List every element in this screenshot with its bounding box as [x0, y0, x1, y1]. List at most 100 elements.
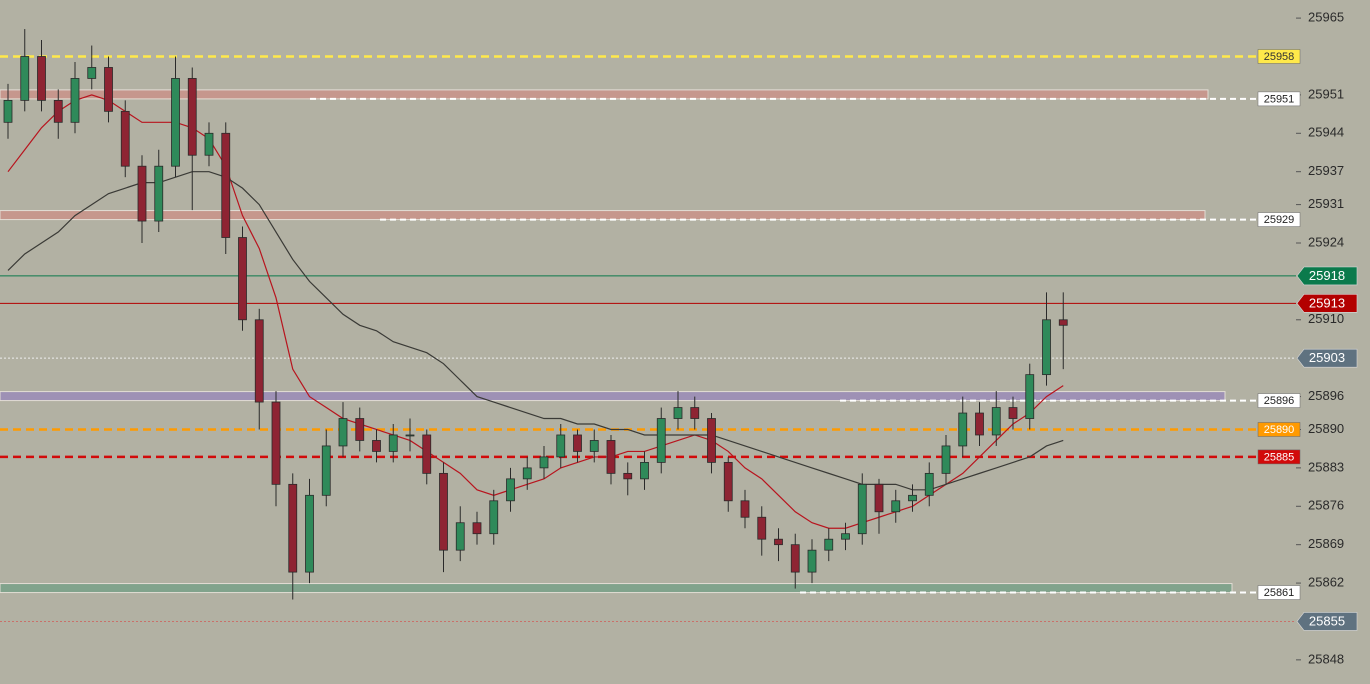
candle — [975, 402, 984, 446]
moving-average — [7, 94, 1064, 529]
candle-body — [790, 544, 800, 573]
candle-body — [405, 434, 415, 437]
candle — [137, 155, 147, 243]
candle-body — [455, 522, 465, 551]
zone-band — [0, 89, 1209, 100]
y-tick-label: 25937 — [1308, 163, 1344, 178]
candle-body — [321, 445, 331, 496]
price-arrow-tag — [1296, 348, 1358, 368]
y-tick-label: 25862 — [1308, 575, 1344, 590]
candle-body — [355, 418, 365, 441]
candle-body — [254, 319, 264, 403]
candle-body — [757, 516, 767, 540]
candle — [355, 407, 365, 452]
candle — [874, 478, 884, 534]
candle-body — [204, 132, 214, 156]
candle-body — [489, 500, 499, 535]
y-tick-label: 25931 — [1308, 196, 1344, 211]
candle — [1025, 363, 1035, 430]
candle — [171, 56, 180, 178]
candle-body — [908, 494, 917, 502]
candle-body — [941, 445, 951, 474]
zone-band — [0, 583, 1233, 594]
candle — [388, 424, 398, 463]
candle-body — [924, 472, 934, 496]
candle-body — [506, 478, 515, 502]
price-tag-label: 25951 — [1264, 93, 1295, 105]
price-tag — [1257, 212, 1301, 227]
candle-body — [589, 440, 599, 452]
candle-body — [522, 467, 532, 480]
price-tag — [1257, 449, 1301, 465]
candle — [221, 122, 231, 254]
candle — [321, 429, 331, 507]
candle — [439, 462, 448, 573]
candle-body — [991, 407, 1001, 436]
price-tag — [1257, 422, 1301, 437]
price-arrow-label: 25913 — [1309, 295, 1345, 310]
zone-band — [0, 391, 1226, 402]
candle — [506, 467, 515, 512]
price-arrow-tag — [1296, 266, 1358, 286]
candle-body — [439, 472, 448, 551]
y-tick-label: 25883 — [1308, 459, 1344, 474]
candle-body — [857, 483, 867, 535]
price-arrow-label: 25903 — [1309, 350, 1345, 365]
candle-body — [891, 500, 901, 513]
candle-body — [958, 412, 968, 447]
candle-body — [573, 434, 582, 452]
candle — [472, 511, 482, 545]
y-tick-label: 25876 — [1308, 498, 1344, 513]
candle-body — [841, 533, 850, 540]
candle — [589, 429, 599, 463]
candle-body — [422, 434, 432, 474]
candle — [187, 67, 197, 211]
price-tag — [1257, 585, 1301, 600]
candle-body — [640, 461, 649, 480]
price-tag-label: 25896 — [1264, 395, 1295, 407]
candle-body — [20, 56, 30, 101]
candle-body — [1008, 407, 1018, 419]
candle-body — [70, 78, 80, 123]
candle — [623, 462, 633, 496]
candle — [1058, 292, 1068, 370]
candle — [807, 539, 817, 584]
candle-body — [1058, 319, 1068, 326]
price-tag — [1257, 393, 1301, 408]
candle — [37, 40, 46, 112]
price-tag-label: 25861 — [1264, 587, 1295, 599]
candle — [87, 45, 97, 90]
zone-band — [0, 210, 1206, 221]
candle-body — [807, 549, 817, 573]
candle — [489, 489, 499, 545]
candle — [640, 451, 649, 490]
y-tick-label: 25965 — [1308, 10, 1344, 25]
y-tick-label: 25910 — [1308, 311, 1344, 326]
candle — [924, 462, 934, 507]
candle — [422, 429, 432, 485]
candle — [841, 522, 850, 551]
candle — [238, 226, 247, 331]
candle-body — [556, 434, 566, 458]
candle — [991, 391, 1001, 446]
candle — [372, 429, 381, 463]
candle — [53, 89, 63, 139]
price-tag — [1257, 91, 1301, 107]
candle-body — [271, 401, 281, 485]
candle — [656, 407, 666, 474]
candle-body — [975, 412, 984, 436]
candle — [405, 418, 415, 452]
candle-body — [874, 483, 884, 513]
y-tick-label: 25869 — [1308, 536, 1344, 551]
y-tick-label: 25890 — [1308, 421, 1344, 436]
price-tag — [1257, 49, 1301, 64]
candle-body — [774, 538, 783, 546]
candle — [740, 489, 750, 529]
y-tick-label: 25951 — [1308, 86, 1344, 101]
moving-average — [7, 171, 1064, 491]
price-arrow-tag — [1296, 294, 1358, 313]
candle-body — [187, 78, 197, 156]
candle — [774, 528, 783, 562]
